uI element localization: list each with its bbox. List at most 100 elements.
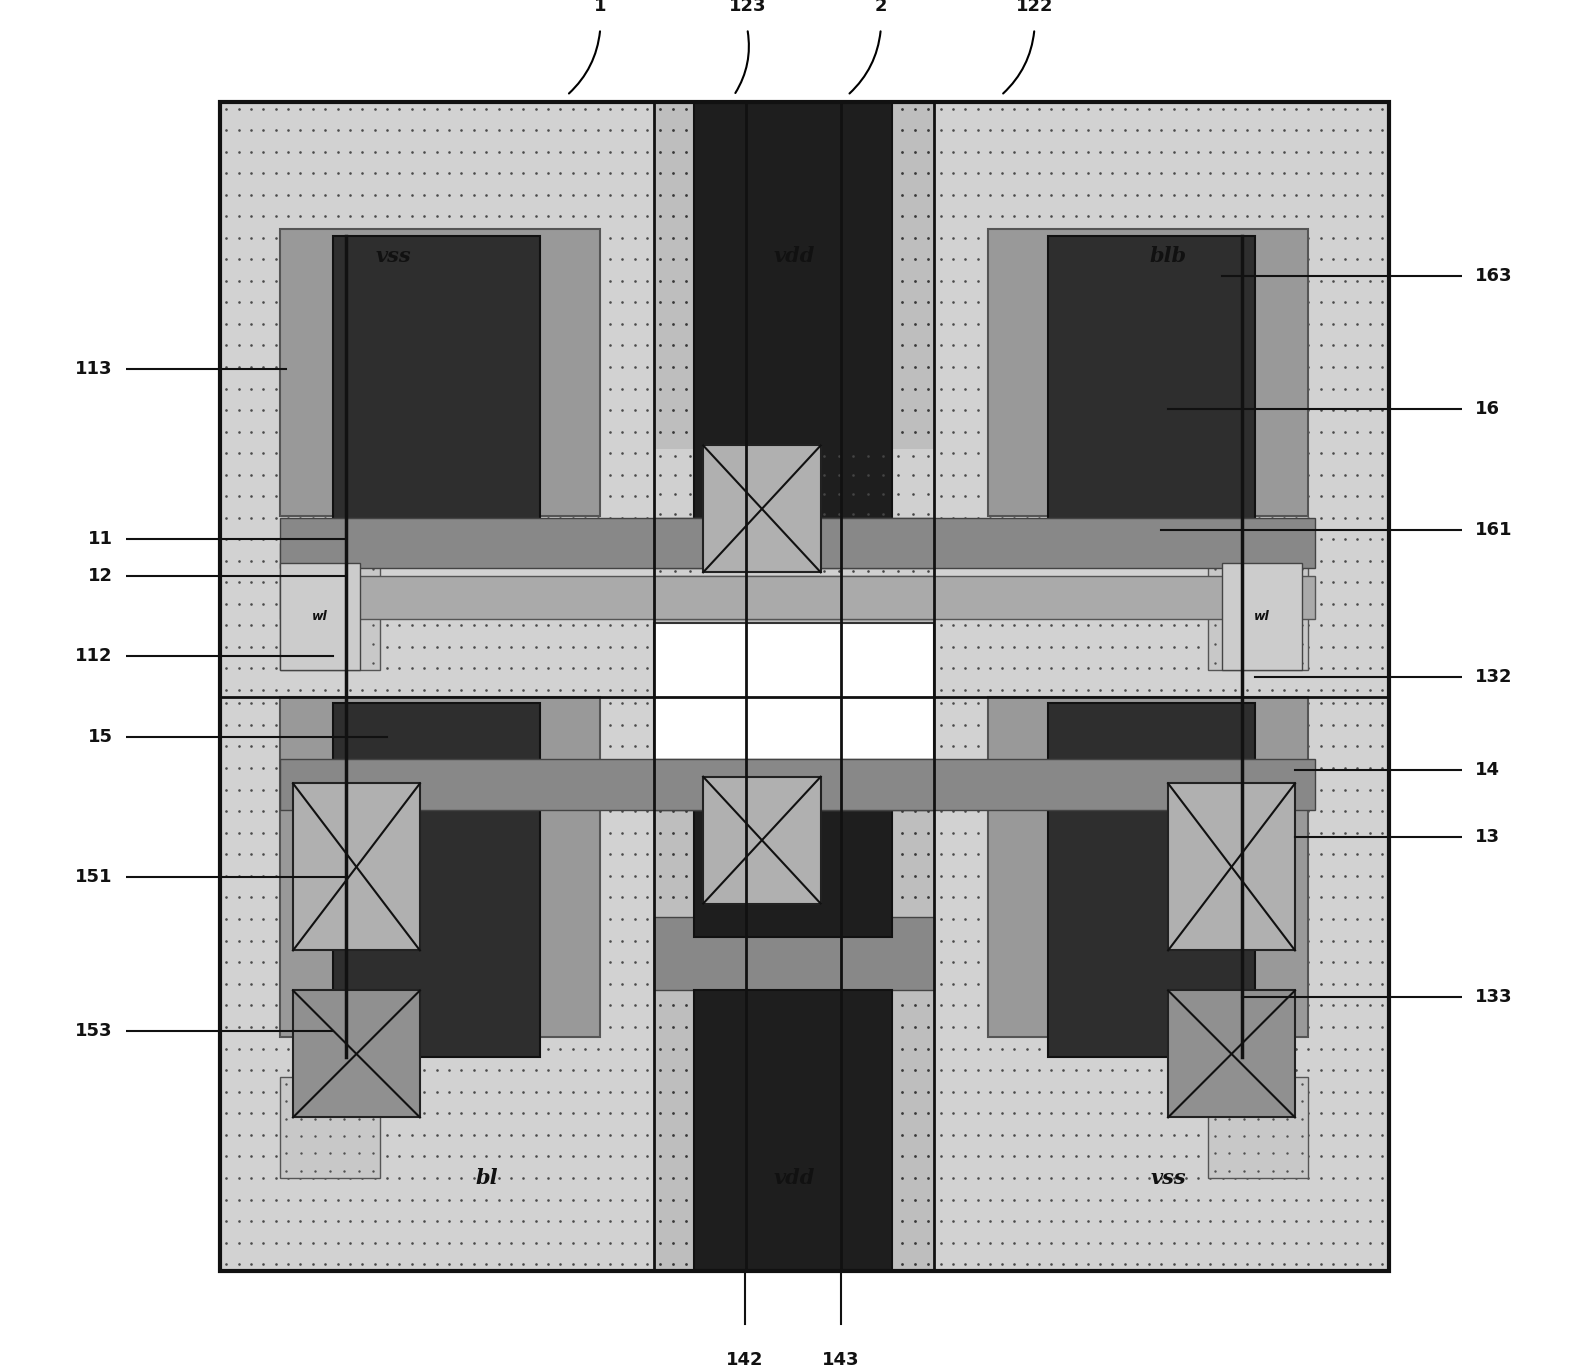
Point — [1100, 184, 1126, 206]
Point — [326, 399, 351, 421]
Point — [711, 822, 737, 844]
Point — [800, 399, 826, 421]
Point — [699, 886, 724, 908]
Point — [437, 930, 462, 952]
Point — [561, 357, 586, 379]
Point — [781, 483, 807, 505]
Point — [461, 464, 486, 486]
Point — [362, 1017, 387, 1039]
Point — [561, 757, 586, 779]
Point — [1296, 1037, 1321, 1059]
Point — [1100, 506, 1126, 528]
Point — [1320, 844, 1345, 866]
Point — [1112, 1188, 1137, 1210]
Point — [300, 1124, 326, 1146]
Point — [1161, 713, 1186, 735]
Point — [622, 778, 648, 800]
Point — [486, 248, 511, 270]
Point — [572, 844, 597, 866]
Point — [751, 464, 777, 486]
Point — [251, 693, 276, 715]
Point — [750, 1059, 775, 1081]
Point — [1039, 162, 1064, 184]
Point — [622, 1188, 648, 1210]
Point — [1320, 1188, 1345, 1210]
Point — [1223, 679, 1248, 701]
Point — [699, 1081, 724, 1103]
Point — [610, 1017, 635, 1039]
Point — [800, 886, 826, 908]
Point — [1210, 1210, 1235, 1232]
Point — [548, 141, 573, 163]
Point — [561, 800, 586, 822]
Point — [940, 1059, 966, 1081]
Point — [1148, 757, 1174, 779]
Point — [940, 864, 966, 886]
Point — [800, 930, 826, 952]
Point — [648, 206, 673, 228]
Point — [838, 1081, 864, 1103]
Point — [1309, 886, 1334, 908]
Point — [851, 615, 877, 637]
Point — [225, 757, 251, 779]
Point — [940, 679, 966, 701]
Point — [1124, 226, 1150, 248]
Point — [424, 1188, 449, 1210]
Point — [535, 886, 561, 908]
Point — [1247, 1124, 1272, 1146]
Point — [597, 1232, 622, 1254]
Point — [889, 1059, 915, 1081]
Point — [1100, 486, 1126, 508]
Point — [287, 1107, 313, 1129]
Point — [1332, 886, 1358, 908]
Point — [499, 184, 524, 206]
Point — [1270, 1210, 1296, 1232]
Point — [535, 335, 561, 357]
Point — [1185, 973, 1210, 995]
Point — [1124, 635, 1150, 657]
Point — [1124, 97, 1150, 119]
Point — [387, 162, 413, 184]
Point — [264, 206, 289, 228]
Point — [273, 1107, 299, 1129]
Point — [584, 506, 610, 528]
Point — [953, 248, 978, 270]
Point — [1309, 593, 1334, 615]
Point — [535, 206, 561, 228]
Point — [1356, 1017, 1382, 1039]
Point — [424, 550, 449, 572]
Point — [264, 1017, 289, 1039]
Point — [1148, 778, 1174, 800]
Point — [966, 1037, 991, 1059]
Point — [535, 864, 561, 886]
Point — [686, 800, 711, 822]
Point — [796, 560, 821, 582]
Point — [661, 657, 686, 679]
Point — [522, 335, 548, 357]
Point — [1088, 593, 1113, 615]
Point — [375, 291, 400, 313]
Point — [686, 693, 711, 715]
Point — [238, 377, 264, 399]
Point — [622, 844, 648, 866]
Point — [424, 226, 449, 248]
Point — [622, 951, 648, 973]
Point — [213, 486, 238, 508]
Point — [1062, 693, 1088, 715]
Point — [977, 1254, 1002, 1276]
Point — [1026, 270, 1051, 292]
Point — [1100, 1102, 1126, 1124]
Point — [287, 1210, 313, 1232]
Point — [711, 908, 737, 930]
Point — [1270, 1102, 1296, 1124]
Point — [1039, 1146, 1064, 1168]
Point — [1369, 1254, 1394, 1276]
Point — [788, 528, 813, 550]
Point — [1270, 593, 1296, 615]
Point — [584, 399, 610, 421]
Point — [1210, 226, 1235, 248]
Point — [737, 162, 762, 184]
Point — [1369, 1168, 1394, 1190]
Point — [838, 930, 864, 952]
Point — [634, 506, 659, 528]
